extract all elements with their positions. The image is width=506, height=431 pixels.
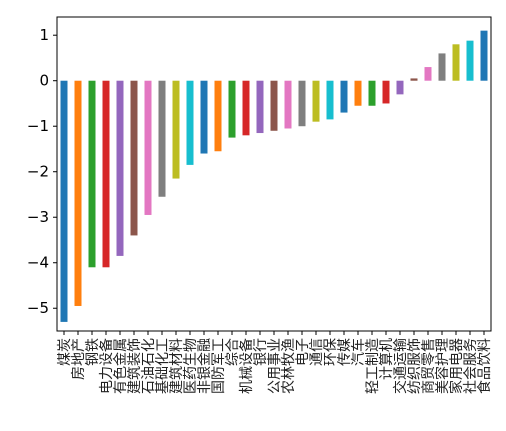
- bar-3: [88, 80, 96, 268]
- x-tick-label: 电力设备: [98, 338, 115, 394]
- bar-11: [200, 80, 208, 154]
- x-tick-label: 机械设备: [238, 338, 255, 394]
- plot-area: [57, 17, 491, 331]
- x-tick-label: 社会服务: [463, 338, 479, 394]
- bar-26: [410, 78, 418, 81]
- x-tick-label: 商贸零售: [421, 338, 437, 394]
- x-tick-label: 农林牧渔: [281, 338, 297, 394]
- y-tick-label: 1: [39, 26, 49, 44]
- bar-9: [172, 80, 180, 179]
- x-tick-label: 国防军工: [211, 338, 227, 394]
- x-axis: 煤炭房地产钢铁电力设备有色金属建筑装饰石油石化基础化工建筑材料医药生物非银金融国…: [57, 331, 493, 394]
- x-tick-label: 基础化工: [154, 338, 171, 394]
- x-tick-label: 家用电器: [448, 338, 465, 394]
- bar-31: [480, 30, 488, 81]
- x-tick-label: 医药生物: [183, 338, 199, 394]
- y-tick-label: −3: [27, 208, 49, 226]
- bar-5: [116, 80, 124, 256]
- bar-8: [158, 80, 166, 197]
- bar-10: [186, 80, 194, 165]
- bar-13: [228, 80, 236, 138]
- x-tick-label: 传媒: [337, 338, 353, 366]
- plot-frame: [56, 16, 492, 332]
- bar-14: [242, 80, 250, 136]
- bar-7: [144, 80, 152, 215]
- x-tick-label: 建筑装饰: [127, 338, 143, 394]
- x-tick-label: 轻工制造: [365, 338, 381, 394]
- bar-17: [284, 80, 292, 129]
- x-tick-label: 有色金属: [112, 338, 129, 394]
- x-tick-label: 非银金融: [197, 338, 213, 394]
- bar-29: [452, 44, 460, 81]
- x-tick-label: 电子: [295, 338, 311, 366]
- y-tick-label: −2: [27, 163, 49, 181]
- bars-group: [60, 30, 488, 322]
- bar-16: [270, 80, 278, 131]
- x-tick-label: 计算机: [379, 338, 395, 380]
- bar-18: [298, 80, 306, 127]
- x-tick-label: 银行: [253, 338, 269, 366]
- bar-1: [60, 80, 68, 322]
- bar-25: [396, 80, 404, 95]
- x-tick-label: 食品饮料: [476, 338, 493, 394]
- bar-22: [354, 80, 362, 106]
- x-tick-label: 交通运输: [392, 338, 409, 394]
- x-tick-label: 建筑材料: [169, 338, 185, 394]
- bar-19: [312, 80, 320, 122]
- bar-6: [130, 80, 138, 236]
- bar-21: [340, 80, 348, 113]
- x-tick-label: 通信: [309, 338, 325, 366]
- y-tick-label: −4: [27, 254, 49, 272]
- x-tick-label: 石油石化: [141, 338, 157, 394]
- bar-20: [326, 80, 334, 120]
- bar-12: [214, 80, 222, 152]
- bar-24: [382, 80, 390, 104]
- y-axis: 1 0 −1 −2 −3 −4 −5: [27, 26, 57, 317]
- bar-15: [256, 80, 264, 134]
- bar-27: [424, 67, 432, 81]
- x-tick-label: 综合: [225, 338, 241, 366]
- x-tick-label: 环保: [323, 338, 339, 366]
- x-tick-label: 煤炭: [57, 338, 73, 366]
- y-tick-label: −1: [27, 117, 49, 135]
- y-tick-label: 0: [39, 72, 49, 90]
- y-tick-label: −5: [27, 299, 49, 317]
- bar-30: [466, 40, 474, 81]
- x-tick-label: 公用事业: [267, 338, 283, 394]
- bar-28: [438, 53, 446, 81]
- x-tick-label: 钢铁: [85, 338, 101, 366]
- bar-23: [368, 80, 376, 106]
- x-tick-label: 纺织服饰: [407, 338, 423, 394]
- bar-2: [74, 80, 82, 306]
- bar-4: [102, 80, 110, 268]
- x-tick-label: 美容护理: [434, 338, 451, 394]
- x-tick-label: 汽车: [350, 338, 367, 366]
- x-tick-label: 房地产: [71, 338, 87, 380]
